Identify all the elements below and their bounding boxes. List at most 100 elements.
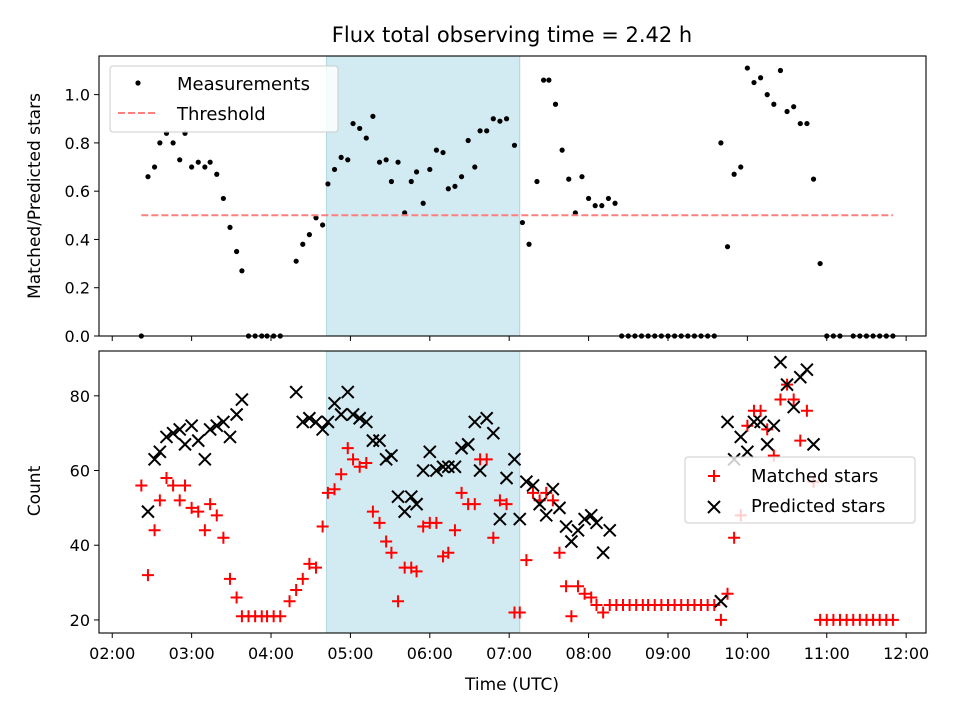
predicted-stars-point (539, 508, 553, 523)
predicted-stars-point (603, 523, 617, 537)
predicted-stars-point (584, 508, 598, 523)
predicted-stars-point (315, 422, 330, 437)
measurements-point (559, 147, 565, 153)
matched-stars-point (787, 393, 800, 406)
measurements-point (325, 181, 331, 187)
measurements-point (579, 174, 585, 180)
y-tick-label: 0.8 (65, 134, 90, 153)
predicted-stars-point (773, 355, 788, 369)
matched-stars-point (341, 442, 354, 455)
matched-stars-point (430, 516, 443, 529)
y-tick-label: 0.6 (65, 182, 90, 201)
measurements-point (214, 171, 220, 177)
matched-stars-point (721, 587, 734, 600)
legend-matched-stars-marker (708, 470, 720, 482)
matched-stars-point (210, 509, 223, 522)
measurements-point (345, 157, 351, 163)
measurements-point (751, 79, 757, 86)
matched-stars-point (513, 606, 526, 619)
predicted-stars-point (436, 460, 450, 474)
matched-stars-point (448, 524, 461, 537)
matched-stars-point (217, 531, 230, 544)
predicted-stars-point (409, 497, 424, 511)
matched-stars-point (274, 610, 287, 623)
measurements-point (599, 203, 605, 209)
matched-stars-point (487, 531, 500, 544)
bottom-panel-xlabel: Time (UTC) (464, 675, 559, 695)
predicted-stars-point (198, 452, 212, 467)
measurements-point (145, 174, 151, 180)
bottom-panel: 02:00 03:00 04:00 05:00 06:00 07:00 08:00 09:00… (25, 350, 929, 695)
predicted-stars-point (473, 463, 487, 478)
x-tick-label: 08:00 (566, 644, 612, 663)
measurements-point (465, 137, 471, 144)
predicted-stars-point (302, 411, 317, 425)
predicted-stars-point (747, 415, 761, 429)
legend-matched-stars-label: Matched stars (751, 466, 878, 487)
measurements-point (357, 125, 363, 132)
matched-stars-point (774, 393, 787, 406)
matched-stars-point (800, 404, 813, 417)
predicted-stars-point (479, 411, 494, 425)
predicted-stars-point (372, 433, 387, 448)
matched-stars-point (360, 457, 373, 470)
predicted-stars-point (499, 471, 514, 485)
predicted-stars-point (210, 418, 224, 433)
legend-measurements-marker (135, 80, 141, 86)
predicted-stars-point (235, 392, 249, 407)
measurements-point (338, 154, 344, 160)
matched-stars-point (714, 613, 727, 626)
top-panel-ylabel: Matched/Predicted stars (25, 93, 45, 299)
x-tick-label: 06:00 (407, 644, 453, 663)
measurements-point (420, 200, 426, 206)
predicted-stars-point (461, 437, 475, 452)
predicted-stars-point (334, 407, 348, 422)
measurements-point (440, 149, 446, 156)
predicted-stars-point (184, 418, 199, 433)
measurements-point (350, 120, 356, 127)
predicted-stars-point (596, 545, 610, 560)
matched-stars-point (310, 561, 323, 574)
predicted-stars-point (289, 385, 303, 399)
matched-stars-point (565, 610, 578, 623)
predicted-stars-point (141, 504, 155, 519)
predicted-stars-point (740, 445, 755, 459)
matched-stars-point (296, 572, 309, 585)
predicted-stars-point (552, 501, 567, 515)
y-tick-label: 1.0 (65, 86, 90, 105)
predicted-stars-point (178, 437, 192, 452)
matched-stars-point (283, 595, 296, 608)
matched-stars-point (204, 498, 217, 511)
measurements-point (540, 77, 547, 83)
y-tick-label: 80 (70, 387, 90, 406)
predicted-stars-point (800, 362, 814, 377)
predicted-stars-point (486, 426, 501, 440)
predicted-stars-point (223, 430, 237, 444)
matched-stars-point (455, 486, 468, 499)
legend-predicted-stars-label: Predicted stars (751, 496, 885, 517)
measurements-point (395, 159, 401, 165)
predicted-stars-point (229, 407, 244, 422)
measurements-point (744, 65, 750, 71)
predicted-stars-point (416, 463, 430, 478)
matched-stars-point (335, 468, 348, 481)
measurements-point (220, 195, 226, 202)
measurements-point (718, 140, 724, 146)
matched-stars-point (571, 580, 584, 593)
predicted-stars-point (352, 411, 367, 425)
measurements-point (817, 260, 823, 267)
top-panel-frame (98, 55, 927, 337)
predicted-stars-point (786, 400, 801, 414)
predicted-stars-point (559, 519, 573, 534)
y-tick-label: 0.4 (65, 230, 90, 249)
measurements-point (331, 166, 338, 173)
x-tick-label: 03:00 (169, 644, 215, 663)
bottom-panel-shaded-interval (326, 350, 521, 634)
matched-stars-point (527, 486, 540, 499)
measurements-point (433, 147, 440, 153)
measurements-point (293, 258, 299, 264)
measurements-point (605, 195, 612, 202)
matched-stars-point (442, 546, 455, 559)
predicted-stars-point (296, 415, 310, 429)
predicted-stars-point (397, 504, 412, 519)
